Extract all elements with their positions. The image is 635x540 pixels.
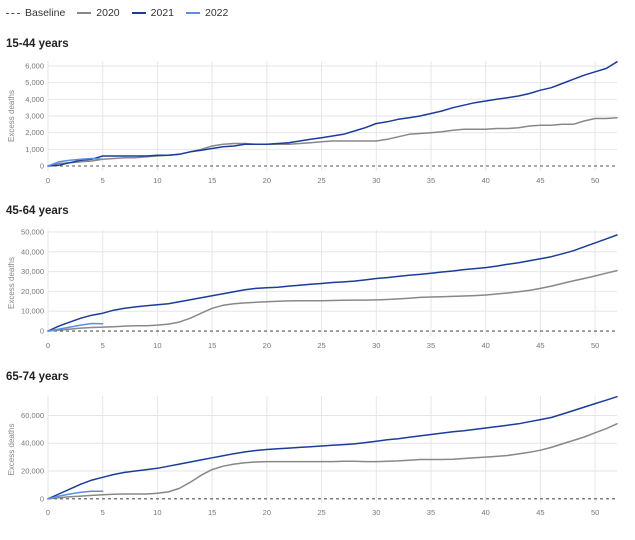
panel-title-45-64: 45-64 years [6,205,69,217]
y-tick-label: 4,000 [25,95,44,104]
y-tick-label: 0 [40,327,44,336]
y-tick-label: 40,000 [21,247,44,256]
panel-title-15-44: 15-44 years [6,38,69,50]
panel-title-65-74: 65-74 years [6,371,69,383]
2022-swatch [186,12,200,14]
baseline-swatch [6,12,20,14]
legend-item-baseline[interactable]: Baseline [6,7,65,19]
x-tick-label: 0 [46,341,50,350]
x-tick-label: 50 [591,341,599,350]
y-tick-label: 0 [40,494,44,503]
y-tick-label: 60,000 [21,411,44,420]
2020-swatch [77,12,92,14]
x-tick-label: 45 [536,508,544,517]
series-line-2022 [47,490,104,500]
y-tick-label: 50,000 [21,227,44,236]
y-tick-label: 40,000 [21,439,44,448]
x-tick-label: 30 [372,341,380,350]
chart-65-74: 0 20,000 40,000 60,000 0 5 10 15 20 25 30 35 40 45 50 E… [7,395,618,517]
x-tick-label: 0 [46,508,50,517]
series-line-2021 [47,395,618,500]
2021-swatch [131,12,146,14]
x-tick-label: 20 [263,508,271,517]
y-tick-label: 3,000 [25,112,44,121]
y-axis-title: Excess deaths [7,423,16,475]
series-line-2022 [47,157,104,167]
x-tick-label: 20 [263,341,271,350]
chart-45-64: 0 10,000 20,000 30,000 40,000 50,000 0 5 10 15 20 2… [7,227,618,350]
x-tick-label: 20 [263,176,271,185]
y-tick-label: 10,000 [21,307,44,316]
legend: Baseline 2020 2021 2022 [6,4,240,22]
x-tick-label: 35 [427,341,435,350]
x-tick-label: 40 [482,341,490,350]
x-tick-label: 50 [591,176,599,185]
y-tick-label: 6,000 [25,62,44,71]
x-tick-label: 15 [208,176,216,185]
x-tick-label: 10 [153,508,161,517]
series-line-2021 [47,234,618,332]
legend-item-2022[interactable]: 2022 [186,7,228,19]
legend-label-2021: 2021 [150,7,174,19]
x-tick-label: 25 [317,341,325,350]
x-tick-label: 40 [482,508,490,517]
x-tick-label: 5 [101,176,105,185]
y-tick-label: 30,000 [21,267,44,276]
y-axis-title: Excess deaths [7,90,16,142]
chart-15-44: 0 1,000 2,000 3,000 4,000 5,000 6,000 0 5 10 15 20 2… [7,61,618,185]
y-tick-label: 0 [40,162,44,171]
series-line-2021 [47,61,618,167]
y-tick-label: 1,000 [25,145,44,154]
x-tick-label: 25 [317,176,325,185]
legend-label-2020: 2020 [96,7,120,19]
legend-item-2020[interactable]: 2020 [77,7,120,19]
x-tick-label: 30 [372,508,380,517]
legend-label-baseline: Baseline [25,7,66,19]
y-tick-label: 2,000 [25,128,44,137]
x-tick-label: 5 [101,508,105,517]
x-tick-label: 45 [536,341,544,350]
x-tick-label: 40 [482,176,490,185]
legend-label-2022: 2022 [205,7,229,19]
y-tick-label: 20,000 [21,467,44,476]
x-tick-label: 50 [591,508,599,517]
series-line-2020 [47,269,618,332]
x-tick-label: 5 [101,341,105,350]
x-tick-label: 45 [536,176,544,185]
x-tick-label: 30 [372,176,380,185]
x-tick-label: 35 [427,176,435,185]
x-tick-label: 0 [46,176,50,185]
x-tick-label: 10 [153,176,161,185]
series-line-2020 [47,423,618,500]
x-tick-label: 15 [208,341,216,350]
legend-item-2021[interactable]: 2021 [131,7,174,19]
series-line-2020 [47,116,618,167]
x-tick-label: 15 [208,508,216,517]
x-tick-label: 25 [317,508,325,517]
series-line-2022 [47,322,104,332]
y-axis-title: Excess deaths [7,257,16,309]
x-tick-label: 35 [427,508,435,517]
x-tick-label: 10 [153,341,161,350]
y-tick-label: 5,000 [25,78,44,87]
y-tick-label: 20,000 [21,287,44,296]
